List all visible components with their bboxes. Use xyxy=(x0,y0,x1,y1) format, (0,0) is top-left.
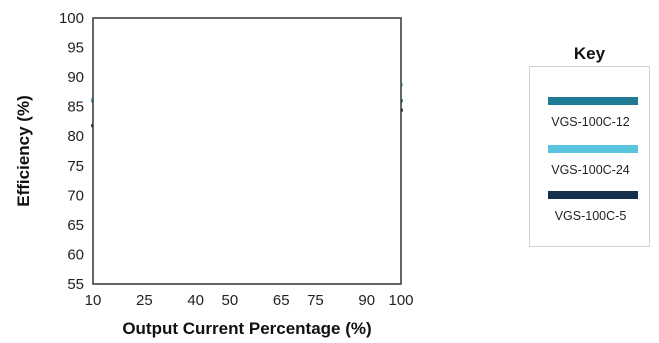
y-tick-label: 90 xyxy=(67,69,84,86)
y-tick-label: 100 xyxy=(59,10,84,27)
legend: VGS-100C-12 VGS-100C-24 VGS-100C-5 xyxy=(529,66,650,247)
x-tick-label: 100 xyxy=(388,292,413,309)
y-axis-title: Efficiency (%) xyxy=(14,95,33,206)
legend-item-vgs-100c-12: VGS-100C-12 xyxy=(530,97,651,137)
plot-area xyxy=(92,17,402,285)
x-tick-label: 75 xyxy=(307,292,324,309)
y-tick-label: 70 xyxy=(67,187,84,204)
legend-label: VGS-100C-5 xyxy=(554,209,627,223)
y-tick-label: 80 xyxy=(67,128,84,145)
x-tick-label: 90 xyxy=(358,292,375,309)
x-tick-label: 40 xyxy=(187,292,204,309)
legend-item-vgs-100c-24: VGS-100C-24 xyxy=(530,145,651,185)
legend-item-vgs-100c-5: VGS-100C-5 xyxy=(530,191,651,231)
legend-swatch xyxy=(548,191,638,199)
legend-title: Key xyxy=(573,44,606,63)
y-tick-label: 55 xyxy=(67,276,84,293)
x-tick-labels: 10 25 40 50 65 75 90 100 xyxy=(85,292,414,309)
legend-swatch xyxy=(548,145,638,153)
y-tick-label: 75 xyxy=(67,158,84,175)
x-tick-label: 25 xyxy=(136,292,153,309)
legend-label: VGS-100C-12 xyxy=(551,115,630,129)
y-tick-label: 65 xyxy=(67,217,84,234)
x-tick-label: 10 xyxy=(85,292,102,309)
legend-label: VGS-100C-24 xyxy=(551,163,630,177)
y-tick-label: 60 xyxy=(67,246,84,263)
x-axis-title: Output Current Percentage (%) xyxy=(122,319,371,338)
x-tick-label: 65 xyxy=(273,292,290,309)
y-tick-labels: 55 60 65 70 75 80 85 90 95 100 xyxy=(59,10,84,293)
y-tick-label: 95 xyxy=(67,40,84,57)
efficiency-chart: Output Current Percentage (%) Efficiency… xyxy=(14,10,414,338)
x-tick-label: 50 xyxy=(222,292,239,309)
y-tick-label: 85 xyxy=(67,99,84,116)
legend-swatch xyxy=(548,97,638,105)
